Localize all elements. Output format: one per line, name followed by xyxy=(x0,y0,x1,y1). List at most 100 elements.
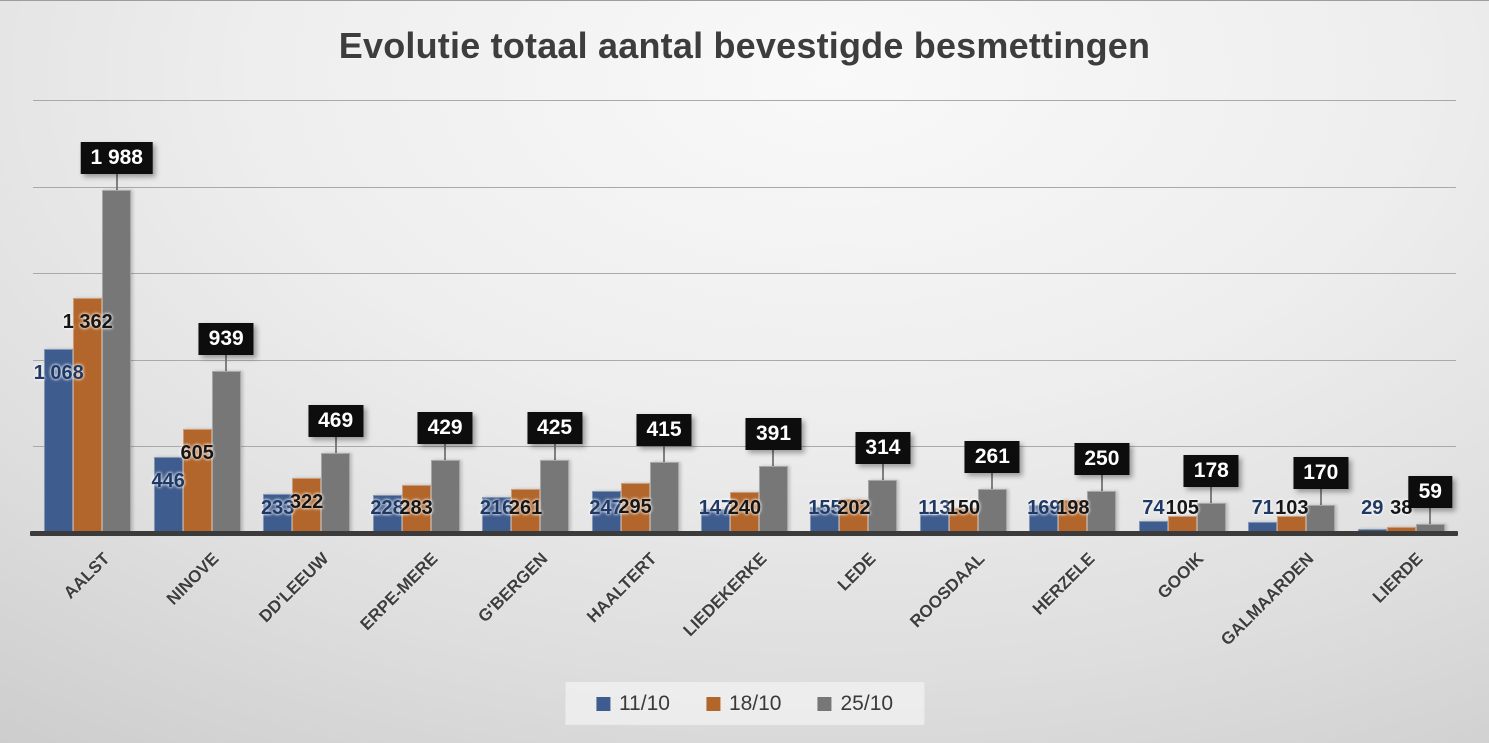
bar xyxy=(44,349,74,534)
data-label-callout: 314 xyxy=(855,431,911,464)
bar xyxy=(372,494,402,534)
bar xyxy=(292,478,322,534)
bar xyxy=(1087,490,1117,534)
data-label: 605 xyxy=(180,442,214,465)
bar xyxy=(321,452,351,534)
data-label: 38 xyxy=(1390,497,1413,519)
bar-group: 216 261 425 G'BERGEN xyxy=(471,101,583,626)
bar xyxy=(700,508,730,534)
data-label-callout: 178 xyxy=(1183,455,1239,488)
data-label: 1 068 xyxy=(33,362,84,385)
chart-legend: 11/10 18/10 25/10 xyxy=(565,683,924,724)
gridline-2500 xyxy=(33,100,1456,101)
gridline-1500 xyxy=(33,273,1456,275)
bar xyxy=(810,507,840,534)
bar xyxy=(649,462,679,534)
bar xyxy=(102,189,132,534)
category-label: NINOVE xyxy=(163,549,223,609)
bar xyxy=(758,466,788,534)
legend-label: 11/10 xyxy=(618,691,670,715)
data-label-callout: 391 xyxy=(745,418,802,451)
bar xyxy=(211,371,241,534)
bar xyxy=(540,460,570,534)
data-label: 103 xyxy=(1275,497,1309,519)
data-label: 155 xyxy=(808,497,842,519)
data-label: 1 362 xyxy=(62,311,113,334)
bar xyxy=(1196,503,1226,534)
bar-group: 247 295 415 HAALTERT xyxy=(580,101,692,626)
x-axis-line xyxy=(30,531,1458,536)
data-label: 113 xyxy=(918,497,951,519)
callout-connector xyxy=(115,173,118,190)
bar xyxy=(1248,521,1278,534)
legend-item: 18/10 xyxy=(705,691,782,716)
bar xyxy=(1415,523,1445,534)
legend-swatch xyxy=(705,696,720,711)
category-label: ERPE-MERE xyxy=(356,549,442,634)
bar-group: 71 103 170 GALMAARDEN xyxy=(1217,101,1349,649)
bar xyxy=(919,514,949,534)
bar-group: 74 105 178 GOOIK xyxy=(1128,101,1239,603)
callout-connector xyxy=(444,443,447,460)
data-label: 105 xyxy=(1165,497,1200,519)
plot-area: 1 068 1 362 1 988 AALST 446 605 939 NINOVE 233 32… xyxy=(30,100,1458,649)
bar xyxy=(1058,499,1088,534)
bar xyxy=(1277,516,1307,534)
bar-group: 147 240 391 LIEDEKERKE xyxy=(679,101,802,640)
bar xyxy=(401,485,431,534)
bar xyxy=(1306,504,1336,534)
bar xyxy=(73,298,103,534)
legend-item: 11/10 xyxy=(595,691,670,716)
bar-group: 228 283 429 ERPE-MERE xyxy=(357,101,473,634)
data-label: 233 xyxy=(260,497,295,519)
data-label-callout: 425 xyxy=(527,412,583,445)
data-label: 74 xyxy=(1142,497,1165,519)
callout-connector xyxy=(225,355,228,372)
callout-connector xyxy=(663,446,666,463)
data-label: 169 xyxy=(1027,497,1061,519)
callout-connector xyxy=(1100,474,1103,491)
legend-label: 18/10 xyxy=(728,691,782,715)
data-label-callout: 939 xyxy=(198,323,254,356)
data-label-callout: 261 xyxy=(964,440,1020,473)
data-label: 202 xyxy=(837,497,871,519)
gridline-1000 xyxy=(33,359,1456,361)
callout-connector xyxy=(334,436,337,453)
data-label: 240 xyxy=(727,497,762,519)
data-label: 198 xyxy=(1056,497,1090,519)
data-label: 150 xyxy=(946,497,981,519)
data-label: 295 xyxy=(618,495,652,518)
data-label: 147 xyxy=(698,497,733,519)
bar-group: 1 068 1 362 1 988 AALST xyxy=(33,101,153,603)
bar-group: 446 605 939 NINOVE xyxy=(142,101,254,609)
chart-title: Evolutie totaal aantal bevestigde besmet… xyxy=(338,25,1151,66)
bar xyxy=(1167,515,1197,534)
data-label: 71 xyxy=(1251,497,1274,519)
bar xyxy=(153,456,183,534)
bar-group: 29 38 59 LIERDE xyxy=(1347,101,1456,607)
data-label-callout: 170 xyxy=(1293,456,1349,489)
callout-connector xyxy=(1210,487,1213,504)
data-label: 29 xyxy=(1361,497,1384,519)
bar xyxy=(1029,504,1059,534)
category-label: GOOIK xyxy=(1154,549,1208,603)
data-label: 261 xyxy=(508,497,543,519)
bar xyxy=(591,491,621,534)
callout-connector xyxy=(991,472,994,489)
category-label: LIERDE xyxy=(1369,549,1427,607)
bar xyxy=(1138,521,1168,534)
data-label: 216 xyxy=(479,497,514,519)
bar xyxy=(620,482,650,534)
bar xyxy=(430,459,460,534)
gridline-500 xyxy=(33,446,1456,448)
data-label-callout: 1 988 xyxy=(80,141,153,174)
data-label: 322 xyxy=(289,491,324,514)
category-label: GALMAARDEN xyxy=(1216,549,1318,650)
bar xyxy=(182,429,212,534)
callout-connector xyxy=(1319,488,1322,505)
callout-connector xyxy=(553,444,556,461)
bar xyxy=(482,496,512,534)
bar-group: 233 322 469 DD'LEEUW xyxy=(252,101,364,626)
category-label: G'BERGEN xyxy=(473,549,552,627)
legend-item: 25/10 xyxy=(817,692,893,716)
